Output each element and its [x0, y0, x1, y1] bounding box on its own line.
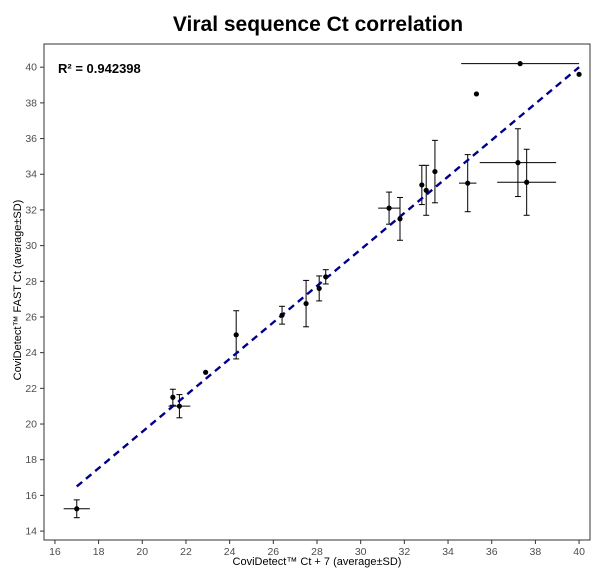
data-point: [423, 187, 429, 193]
data-point: [524, 179, 530, 185]
data-point: [176, 403, 183, 409]
y-axis-label: CoviDetect™ FAST Ct (average±SD): [12, 200, 24, 381]
x-tick-label: 18: [93, 546, 105, 558]
y-tick-label: 34: [25, 169, 37, 181]
x-tick-label: 16: [49, 546, 61, 558]
x-tick-label: 22: [180, 546, 192, 558]
data-point: [515, 160, 521, 166]
x-tick-label: 32: [399, 546, 411, 558]
y-tick-label: 20: [25, 419, 37, 431]
x-tick-label: 30: [355, 546, 367, 558]
data-point: [316, 285, 322, 292]
data-point: [473, 91, 480, 97]
data-point: [386, 205, 392, 211]
y-tick-label: 16: [25, 490, 37, 502]
data-point: [517, 61, 523, 67]
y-tick-label: 14: [25, 526, 37, 538]
data-point: [74, 506, 80, 512]
y-tick-label: 32: [25, 204, 37, 216]
r-squared-annotation: R² = 0.942398: [58, 61, 141, 76]
x-tick-label: 36: [486, 546, 498, 558]
x-tick-label: 28: [311, 546, 323, 558]
y-tick-label: 24: [25, 347, 37, 359]
x-tick-label: 34: [442, 546, 454, 558]
y-tick-label: 36: [25, 133, 37, 145]
data-point: [279, 312, 285, 318]
chart-title: Viral sequence Ct correlation: [173, 13, 463, 36]
data-point: [432, 168, 438, 175]
plot-border: [43, 43, 591, 541]
data-point: [419, 182, 425, 188]
y-tick-label: 18: [25, 454, 37, 466]
data-point: [303, 300, 309, 307]
data-point: [397, 216, 403, 222]
y-tick-label: 40: [25, 62, 37, 74]
x-tick-label: 40: [573, 546, 585, 558]
x-tick-label: 26: [267, 546, 279, 558]
plot-area: 16 18 20 22 24 26 28 30 32 34 36 38 40 14 16 18 20 22 24 26…: [25, 43, 591, 558]
data-point: [233, 332, 239, 338]
y-tick-label: 26: [25, 311, 37, 323]
y-tick-label: 28: [25, 276, 37, 288]
data-point: [465, 180, 471, 186]
y-tick-label: 30: [25, 240, 37, 252]
data-point: [323, 274, 329, 280]
data-point: [203, 369, 209, 375]
x-tick-label: 24: [224, 546, 236, 558]
data-point: [576, 71, 582, 77]
x-axis-label: CoviDetect™ Ct + 7 (average±SD): [233, 556, 402, 568]
x-tick-label: 38: [530, 546, 542, 558]
y-tick-label: 38: [25, 97, 37, 109]
x-tick-label: 20: [136, 546, 148, 558]
data-point: [170, 394, 176, 400]
y-tick-label: 22: [25, 383, 37, 395]
